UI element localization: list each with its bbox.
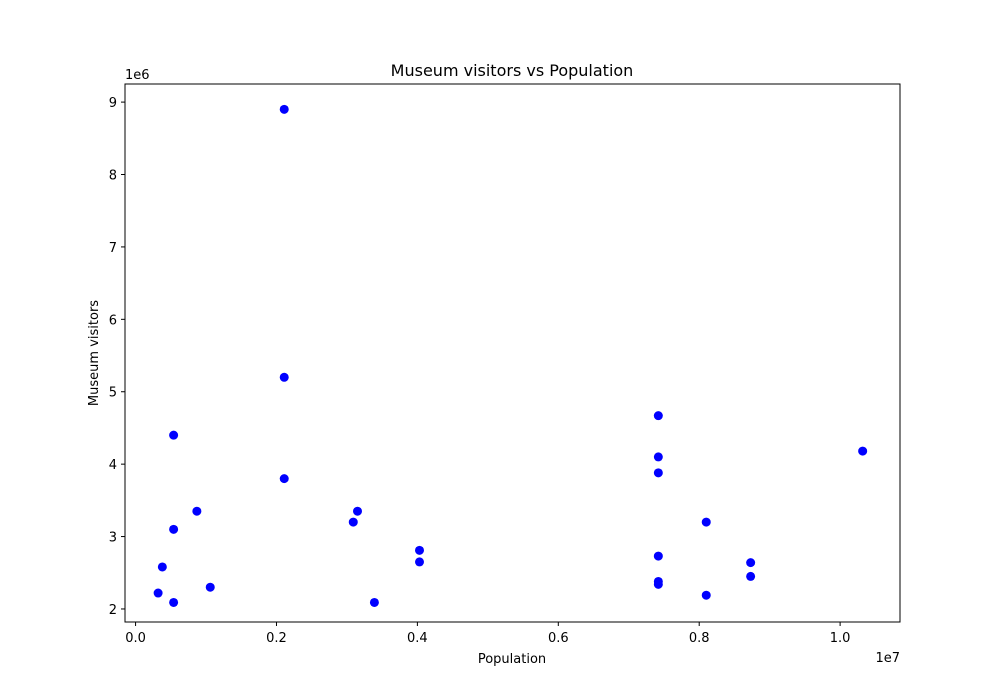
data-point [157,562,167,572]
data-point [746,571,756,581]
data-points [153,104,868,607]
data-point [153,588,163,598]
x-tick-label: 0.6 [548,631,569,646]
data-point [701,590,711,600]
y-tick-label: 4 [109,458,117,473]
data-point [746,558,756,568]
y-tick-label: 7 [109,241,117,256]
data-point [653,411,663,421]
data-point [169,430,179,440]
data-point [369,597,379,607]
chart-title: Museum visitors vs Population [391,61,634,80]
data-point [279,372,289,382]
y-tick-label: 5 [109,386,117,401]
data-point [205,582,215,592]
data-point [653,468,663,478]
data-point [653,452,663,462]
y-tick-label: 3 [109,531,117,546]
data-point [858,446,868,456]
y-axis-label: Museum visitors [87,300,102,406]
y-tick-label: 6 [109,313,117,328]
data-point [415,557,424,567]
y-tick-label: 2 [109,603,117,618]
x-tick-label: 0.2 [266,631,287,646]
x-tick-label: 0.4 [407,631,428,646]
plot-area-frame [124,83,901,623]
data-point [192,506,202,516]
y-tick-label: 8 [109,169,117,184]
y-axis-ticks: 2 3 4 5 6 7 8 9 [109,96,125,618]
data-point [279,104,289,114]
data-point [653,579,663,589]
x-axis-label: Population [478,652,546,667]
y-tick-label: 9 [109,96,117,111]
data-point [653,551,663,561]
data-point [701,517,711,527]
data-point [353,506,362,516]
data-point [415,545,424,555]
data-point [169,524,179,534]
x-axis-ticks: 0.0 0.2 0.4 0.6 0.8 1.0 [125,622,850,646]
x-tick-label: 0.0 [125,631,146,646]
x-tick-label: 1.0 [830,631,851,646]
data-point [279,474,289,484]
y-axis-offset-label: 1e6 [125,68,150,83]
data-point [169,597,179,607]
data-point [348,517,358,527]
x-tick-label: 0.8 [689,631,710,646]
x-axis-offset-label: 1e7 [875,651,900,666]
